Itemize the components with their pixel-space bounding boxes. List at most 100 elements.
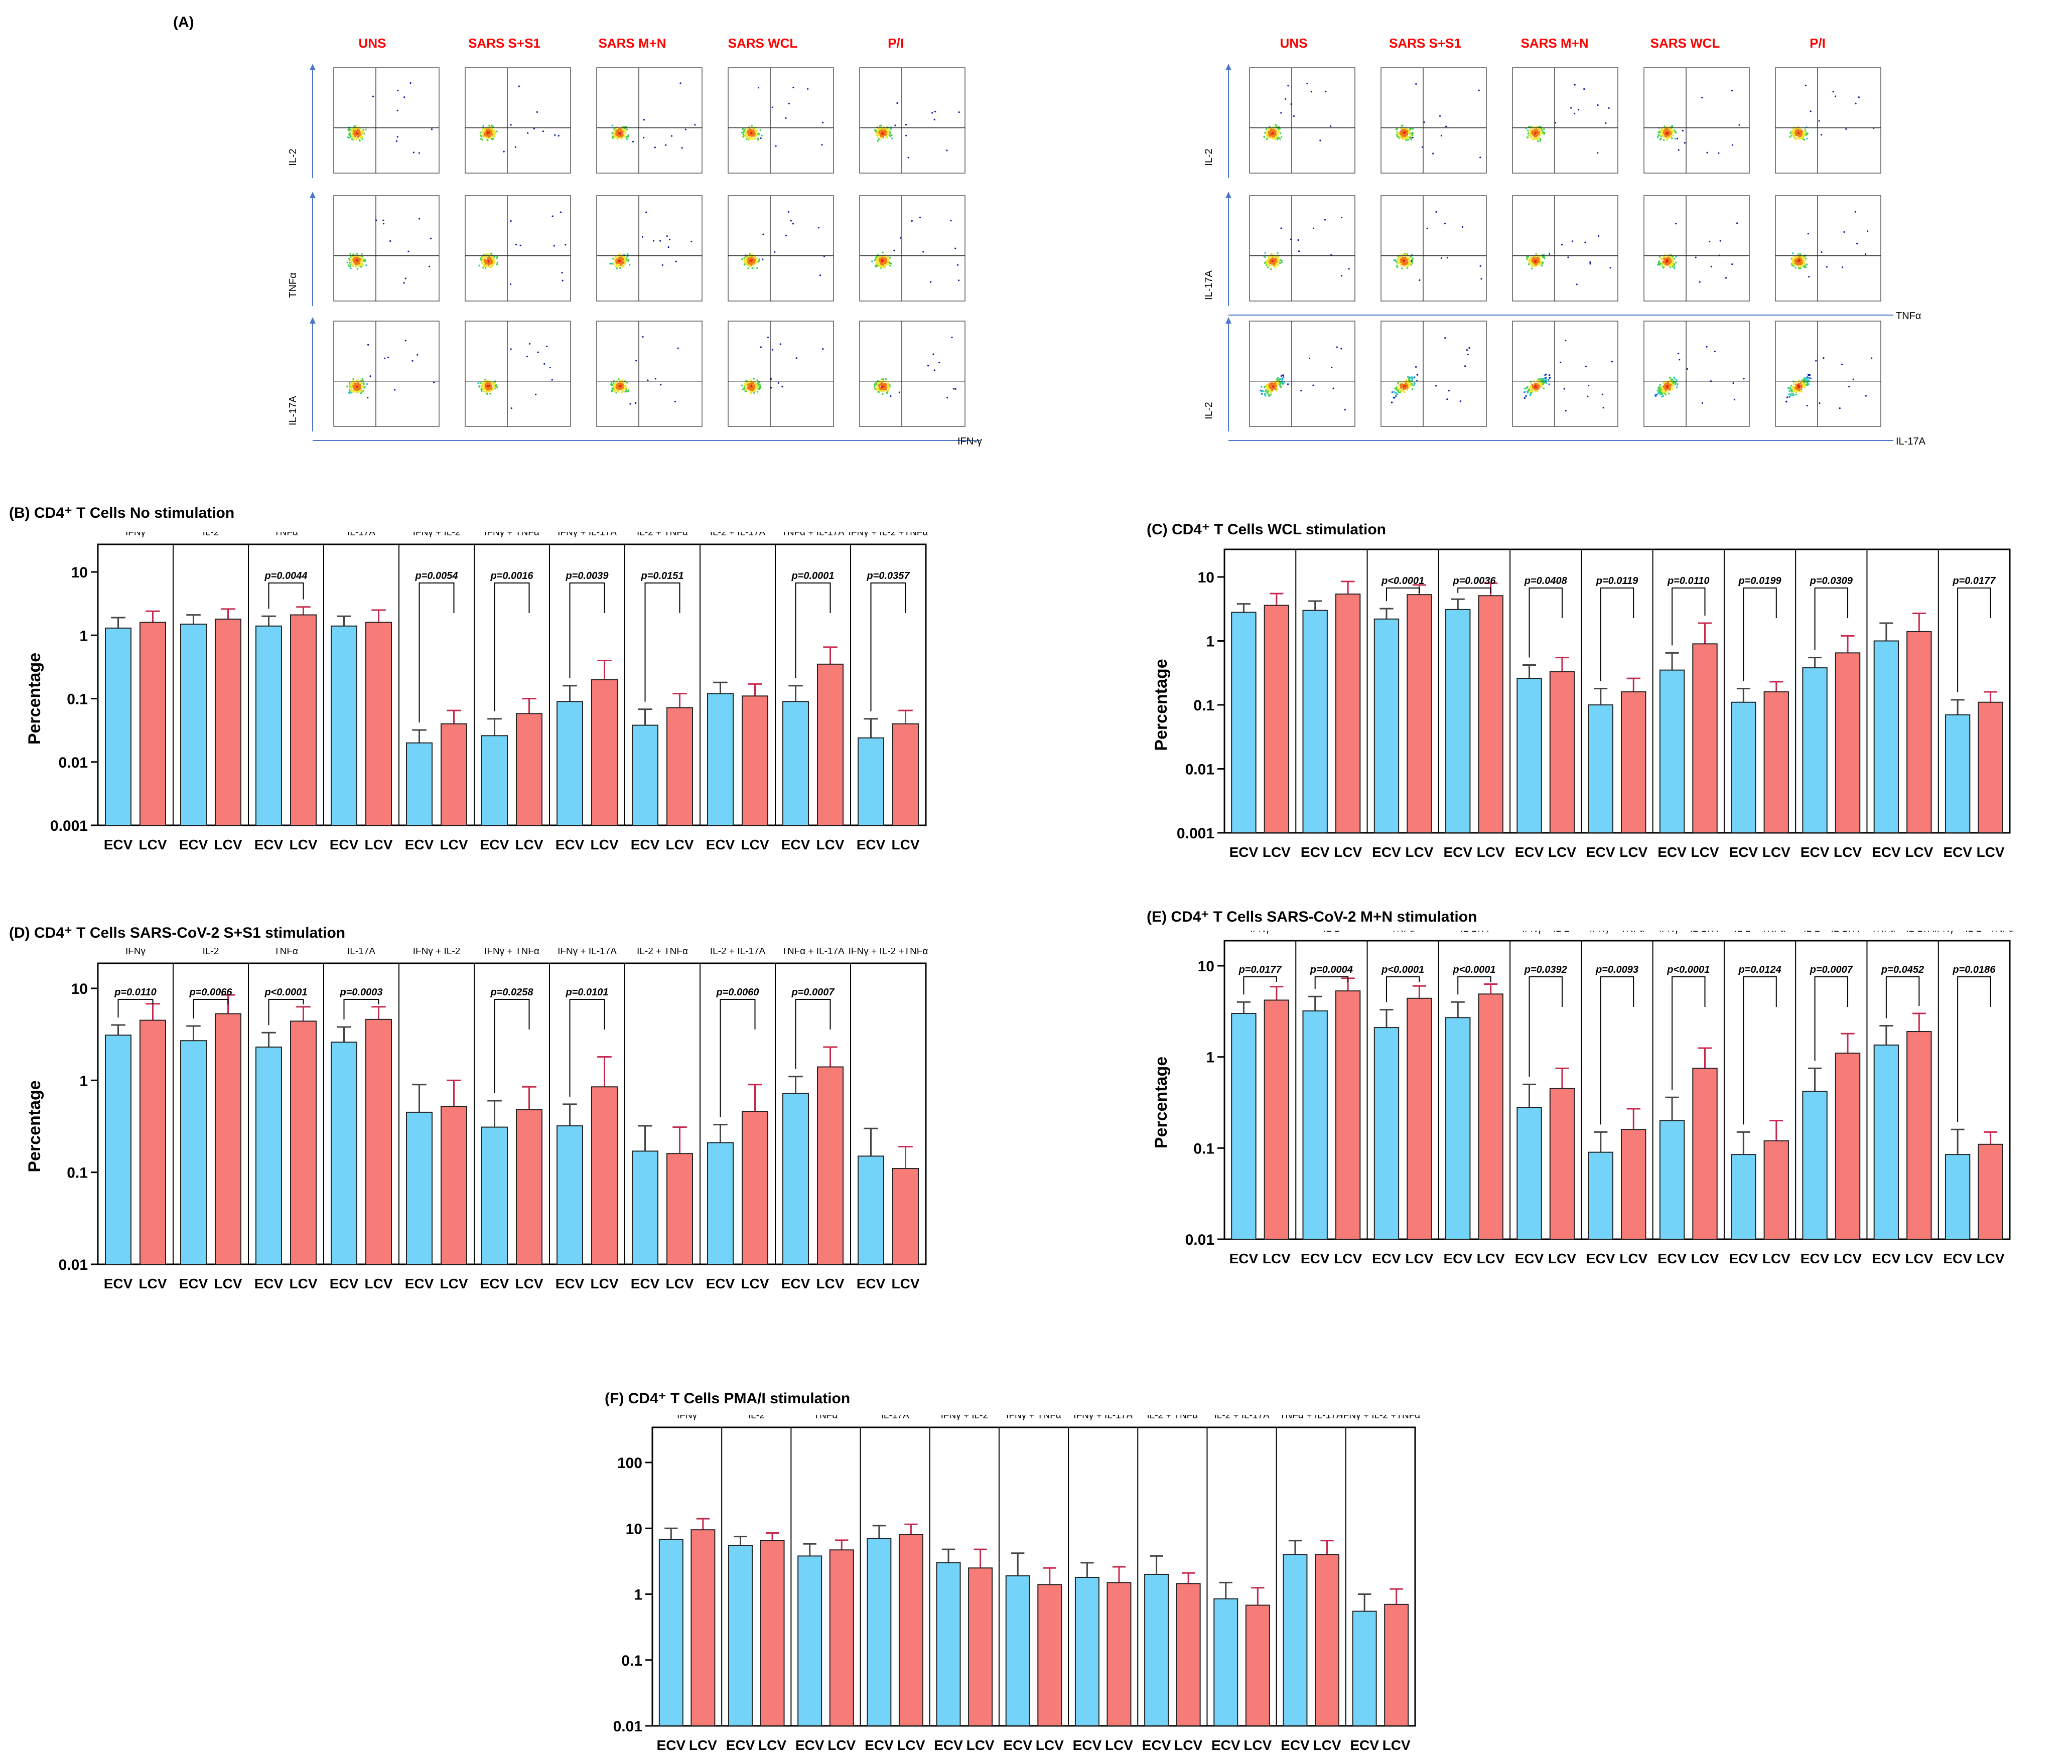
dot [807,88,809,90]
dot [483,386,485,388]
dot [951,336,953,339]
dot [488,124,490,127]
dot [611,384,614,386]
dot [622,129,625,131]
dot [361,378,363,380]
dot [485,382,487,384]
dot [627,260,630,262]
dot [353,133,355,135]
dot [488,386,491,389]
dot [1270,268,1272,270]
dot [1267,386,1269,388]
dot [1797,265,1800,267]
dot [883,257,885,259]
dot [356,265,358,267]
dot [882,265,884,267]
dot-plot-frame [859,67,965,174]
dot [1538,134,1540,137]
dot [349,265,351,268]
dot [350,129,353,131]
dot [907,157,909,159]
dot [1669,262,1671,264]
dot [354,384,356,386]
dot [1404,129,1407,131]
dot-plot [596,195,703,302]
dot [1404,135,1406,137]
dot [623,382,625,384]
dot [1719,240,1721,242]
dot [617,137,619,140]
dot [632,140,634,142]
dot [484,257,486,259]
dot [661,264,663,266]
dot [561,271,563,274]
dot [1528,263,1530,265]
dot [1818,120,1820,122]
dot [1393,396,1395,399]
y-arrow-head [1225,64,1231,70]
dot [351,134,354,136]
dot [361,263,363,265]
dot-plot [333,321,440,427]
dot [1282,374,1284,376]
dot [876,264,879,267]
dot [1672,259,1674,262]
dot-plot [728,67,834,174]
dot [396,109,398,112]
dot [481,138,483,141]
dot-plot [333,195,440,302]
dot [361,383,363,385]
dot [1280,375,1282,377]
dot [411,360,413,362]
dot [486,391,489,393]
dot [681,147,683,149]
dot [1464,365,1466,367]
dot [482,124,485,127]
dot [684,128,686,130]
dot [654,378,656,380]
dot [1276,262,1278,264]
dot [938,362,940,364]
dot [1800,134,1802,137]
dot [1583,88,1585,90]
dot [1794,259,1797,261]
dot [1527,256,1529,258]
dot [1275,388,1277,390]
dot [361,255,364,258]
dot [348,381,351,384]
dot [1408,260,1410,262]
dot [744,130,747,133]
dot [554,134,556,136]
dot [1409,263,1411,266]
dot-plot-frame [728,195,834,302]
dot [1660,262,1662,265]
dot [394,389,396,391]
dot [1805,266,1807,268]
y-arrow-head [310,192,316,198]
dot [1802,135,1804,137]
dot [418,152,420,154]
dot [1534,265,1536,267]
dot [746,132,748,134]
dot [1731,90,1733,92]
dot [535,393,537,395]
dot [1404,391,1406,393]
dot [620,383,623,385]
dot [1274,266,1276,268]
dot [348,257,350,260]
dot [1270,394,1272,396]
dot [1403,259,1405,262]
dot [1468,347,1470,349]
dot [1567,256,1569,258]
dot [478,385,480,388]
dot [364,385,366,388]
dot [883,261,885,263]
dot [1664,131,1667,133]
dot [1402,257,1404,259]
dot [1310,91,1312,93]
dot [889,135,891,137]
dot [879,260,881,262]
dot-plot-frame [1643,195,1750,302]
dot [551,379,553,381]
dot [620,261,622,264]
